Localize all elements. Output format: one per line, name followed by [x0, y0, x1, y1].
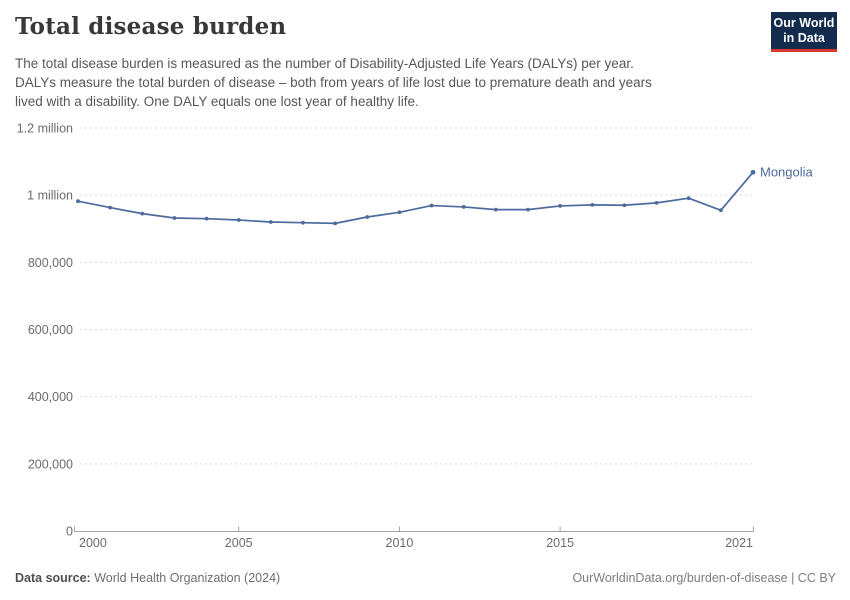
y-axis: 0 200,000 400,000 600,000 800,000 1 million 1.… [17, 122, 754, 539]
data-point[interactable] [718, 208, 723, 213]
data-point[interactable] [461, 205, 466, 209]
y-tick-label: 1.2 million [17, 122, 73, 136]
owid-logo-line2: in Data [783, 31, 825, 45]
data-point[interactable] [654, 200, 659, 205]
y-tick-label: 1 million [27, 189, 73, 203]
data-point[interactable] [750, 169, 756, 175]
data-point[interactable] [558, 204, 563, 208]
data-point[interactable] [686, 196, 691, 201]
owid-logo-line1: Our World [773, 16, 835, 30]
chart-footer: Data source: World Health Organization (… [15, 571, 836, 585]
subtitle-line: DALYs measure the total burden of diseas… [15, 75, 652, 90]
y-tick-label: 600,000 [28, 323, 73, 337]
data-point[interactable] [268, 220, 273, 224]
chart-subtitle: The total disease burden is measured as … [15, 54, 652, 111]
data-point[interactable] [365, 215, 370, 219]
data-source-label: Data source: [15, 571, 91, 585]
data-point[interactable] [493, 207, 498, 212]
data-point[interactable] [140, 211, 145, 216]
series-mongolia[interactable]: Mongolia [76, 164, 814, 226]
data-point[interactable] [204, 216, 209, 221]
data-point[interactable] [622, 203, 627, 208]
x-tick-label: 2015 [546, 536, 574, 550]
data-point[interactable] [76, 199, 80, 204]
data-point[interactable] [333, 221, 338, 226]
x-tick-label: 2005 [225, 536, 253, 550]
data-point[interactable] [526, 207, 530, 212]
y-tick-label: 0 [66, 525, 73, 539]
x-axis: 2000 2005 2010 2015 2021 [74, 526, 754, 550]
x-tick-label: 2021 [725, 536, 753, 550]
y-tick-label: 200,000 [28, 457, 73, 471]
series-end-label: Mongolia [760, 164, 814, 179]
data-source: Data source: World Health Organization (… [15, 571, 280, 585]
y-tick-label: 800,000 [28, 256, 73, 270]
data-point[interactable] [236, 218, 241, 222]
subtitle-line: The total disease burden is measured as … [15, 56, 634, 71]
owid-logo[interactable]: Our World in Data [771, 12, 837, 52]
data-point[interactable] [108, 205, 113, 210]
data-point[interactable] [397, 210, 402, 215]
footer-link[interactable]: OurWorldinData.org/burden-of-disease | C… [572, 571, 836, 585]
data-point[interactable] [590, 203, 595, 207]
data-source-value: World Health Organization (2024) [94, 571, 281, 585]
y-tick-label: 400,000 [28, 390, 73, 404]
data-point[interactable] [301, 220, 305, 225]
data-point[interactable] [172, 216, 177, 220]
page-title: Total disease burden [15, 13, 287, 40]
data-point[interactable] [429, 203, 434, 208]
x-tick-label: 2010 [386, 536, 414, 550]
series-line[interactable] [77, 171, 754, 225]
subtitle-line: lived with a disability. One DALY equals… [15, 94, 419, 109]
x-tick-label: 2000 [79, 536, 107, 550]
